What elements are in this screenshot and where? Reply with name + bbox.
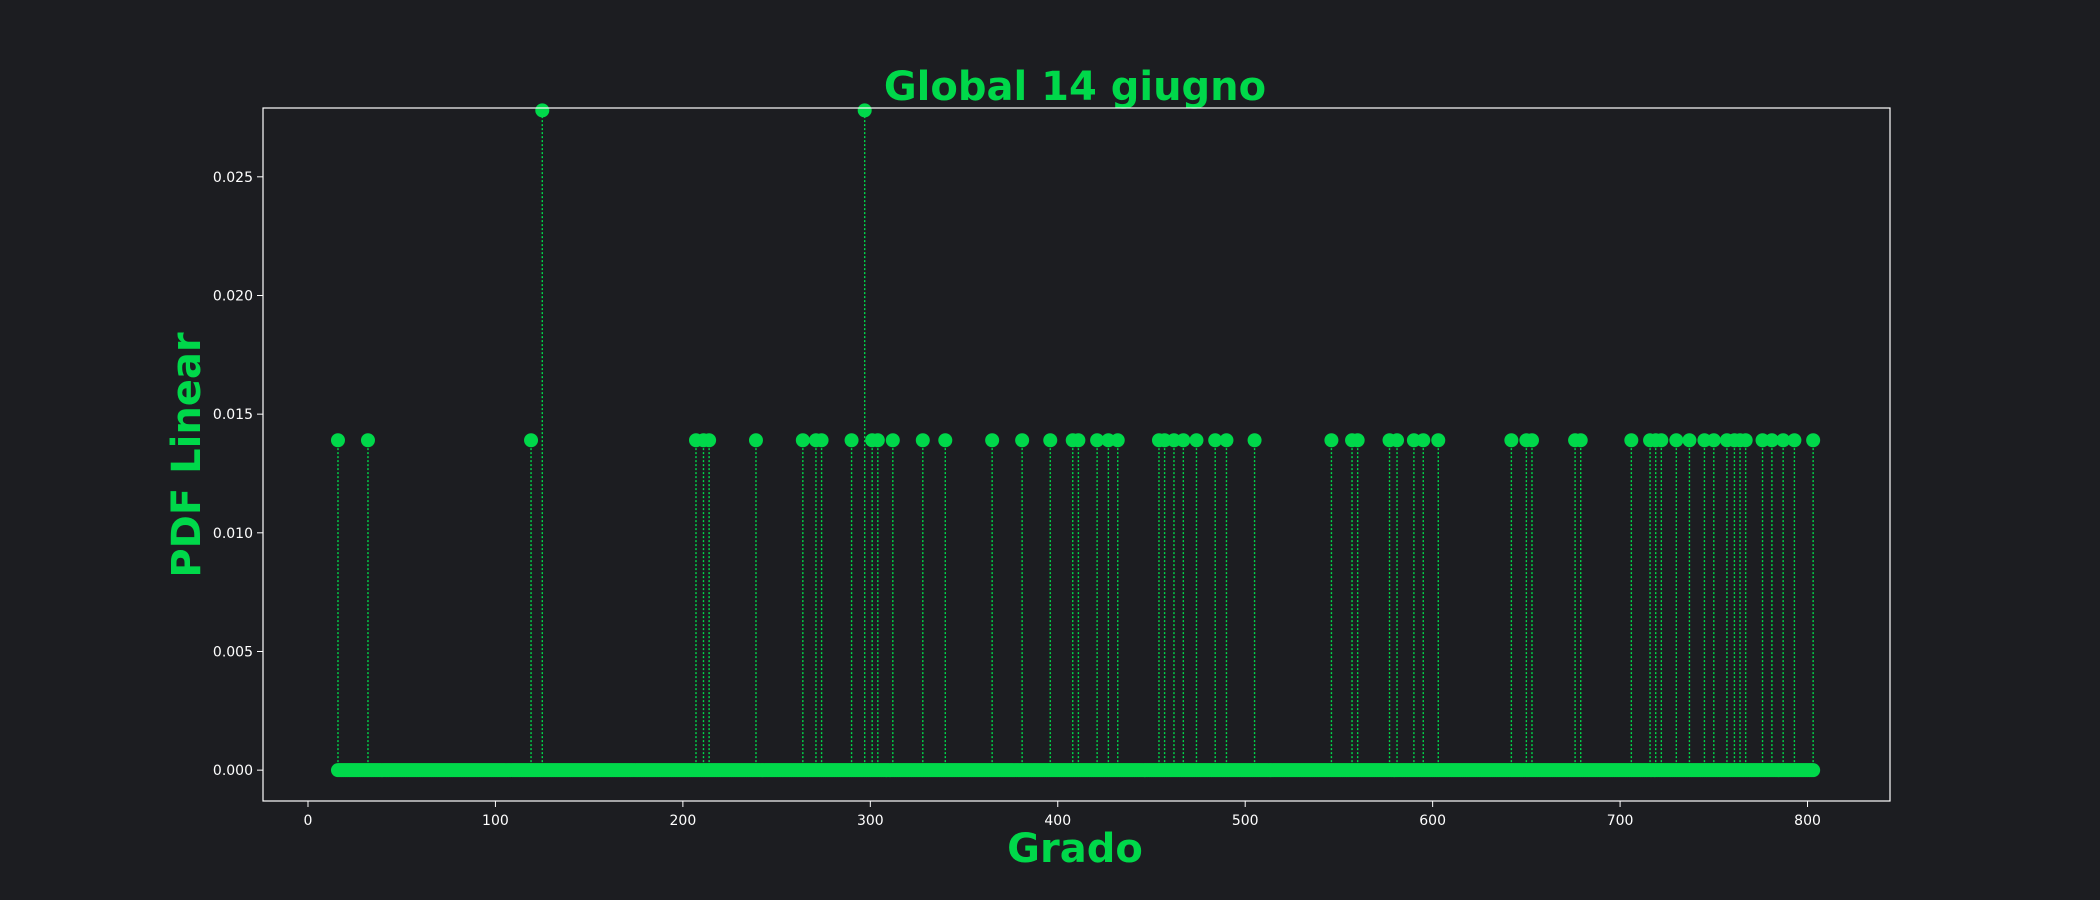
stem-marker (795, 433, 810, 448)
x-tick-label: 100 (482, 813, 509, 829)
stem-marker (1654, 433, 1669, 448)
y-tick-label: 0.005 (213, 644, 253, 660)
plot-frame (262, 107, 1891, 802)
y-tick-label: 0.015 (213, 407, 253, 423)
stem-marker (524, 433, 539, 448)
stem-marker (748, 433, 763, 448)
y-axis-label: PDF Linear (164, 332, 210, 578)
baseline-layer (330, 763, 1821, 778)
stem-marker (1806, 433, 1821, 448)
stem-marker (1706, 433, 1721, 448)
stem-marker (330, 433, 345, 448)
stem-marker (360, 433, 375, 448)
x-tick-label: 500 (1232, 813, 1259, 829)
x-ticks: 0 100 200 300 400 500 600 700 800 (304, 801, 1821, 829)
stem-marker (938, 433, 953, 448)
stem-marker (1208, 433, 1223, 448)
x-tick-label: 400 (1044, 813, 1071, 829)
stem-marker (985, 433, 1000, 448)
x-axis-label: Grado (1007, 826, 1143, 872)
stem-marker (870, 433, 885, 448)
y-tick-label: 0.020 (213, 288, 253, 304)
stem-marker (1738, 433, 1753, 448)
stem-marker (1416, 433, 1431, 448)
chart-title: Global 14 giugno (884, 64, 1266, 110)
stem-marker (1176, 433, 1191, 448)
stem-marker (857, 103, 872, 118)
stem-marker (1669, 433, 1684, 448)
y-ticks: 0.000 0.005 0.010 0.015 0.020 0.025 (213, 170, 263, 779)
stem-marker (1090, 433, 1105, 448)
stem-marker (1219, 433, 1234, 448)
stem-marker (814, 433, 829, 448)
y-tick-label: 0.010 (213, 526, 253, 542)
stem-marker (1682, 433, 1697, 448)
stem-marker (1247, 433, 1262, 448)
stem-marker (1524, 433, 1539, 448)
baseline-point (1806, 763, 1821, 778)
stem-marker (1764, 433, 1779, 448)
stem-marker (1787, 433, 1802, 448)
stem-marker (885, 433, 900, 448)
stem-marker (1573, 433, 1588, 448)
stem-marker (1776, 433, 1791, 448)
stem-marker (1624, 433, 1639, 448)
stem-marker (1324, 433, 1339, 448)
stem-marker (702, 433, 717, 448)
stem-marker (1189, 433, 1204, 448)
y-tick-label: 0.025 (213, 170, 253, 186)
stem-marker (844, 433, 859, 448)
stem-marker (1350, 433, 1365, 448)
stem-marker (915, 433, 930, 448)
y-tick-label: 0.000 (213, 763, 253, 779)
x-tick-label: 600 (1419, 813, 1446, 829)
stem-marker (535, 103, 550, 118)
x-tick-label: 200 (670, 813, 697, 829)
stem-marker (1071, 433, 1086, 448)
stem-marker (1110, 433, 1125, 448)
stem-marker (1015, 433, 1030, 448)
markers-layer (330, 103, 1821, 448)
x-tick-label: 800 (1794, 813, 1821, 829)
stems-layer (337, 110, 1814, 771)
x-tick-label: 300 (857, 813, 884, 829)
stem-marker (1431, 433, 1446, 448)
stem-marker (1043, 433, 1058, 448)
x-tick-label: 700 (1607, 813, 1634, 829)
stem-marker (1390, 433, 1405, 448)
stem-marker (1504, 433, 1519, 448)
x-tick-label: 0 (304, 813, 313, 829)
